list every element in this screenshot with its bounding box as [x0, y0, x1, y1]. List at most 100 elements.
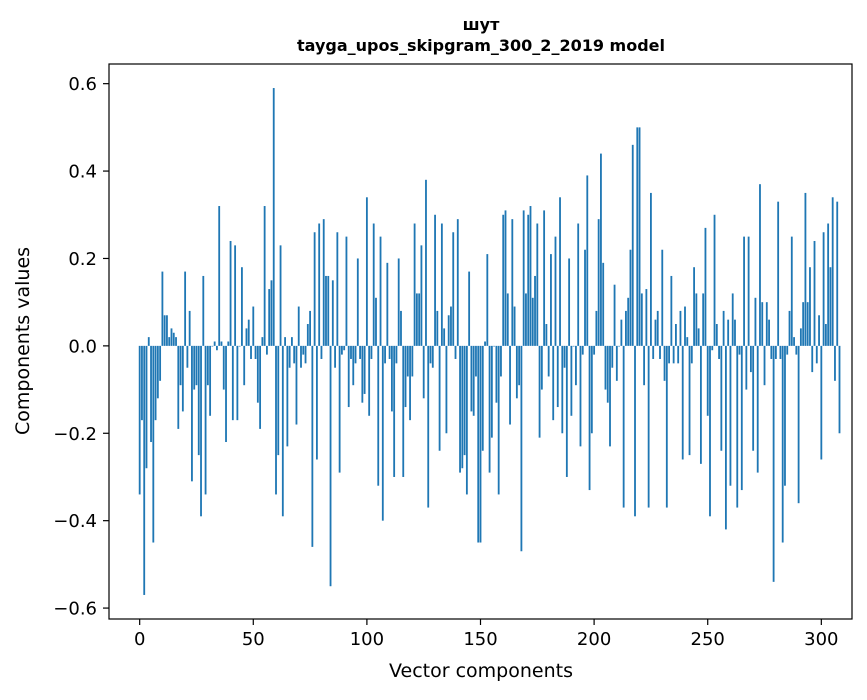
bar-119 — [409, 345, 411, 421]
bar-43 — [236, 345, 239, 421]
bar-30 — [206, 345, 209, 386]
bar-105 — [377, 345, 380, 486]
bar-51 — [254, 345, 257, 359]
bar-195 — [581, 345, 584, 355]
bar-44 — [238, 345, 241, 347]
x-tick-label: 200 — [577, 629, 611, 650]
x-axis-label: Vector components — [389, 660, 573, 682]
bar-305 — [831, 197, 834, 346]
bar-180 — [547, 345, 550, 377]
bar-139 — [454, 345, 457, 359]
bar-185 — [559, 197, 561, 346]
bar-115 — [400, 310, 402, 346]
bar-168 — [520, 345, 523, 552]
bar-248 — [702, 293, 705, 346]
bar-120 — [411, 345, 414, 377]
bar-19 — [181, 345, 184, 412]
bar-303 — [827, 223, 830, 346]
bar-113 — [395, 345, 398, 364]
bar-235 — [672, 345, 675, 364]
y-axis-ticks: −0.6 −0.4 −0.2 0.0 0.2 0.4 0.6 — [53, 74, 109, 620]
bar-267 — [745, 345, 748, 390]
bar-164 — [511, 219, 514, 346]
bar-292 — [802, 302, 805, 346]
bar-104 — [375, 297, 377, 346]
bar-12 — [166, 315, 168, 346]
bar-14 — [170, 328, 173, 346]
x-tick-label: 250 — [691, 629, 725, 650]
bar-212 — [620, 319, 623, 346]
bar-39 — [227, 341, 230, 346]
bar-40 — [229, 240, 232, 346]
bar-97 — [359, 345, 361, 359]
x-tick-label: 0 — [134, 629, 145, 650]
bar-205 — [604, 345, 607, 390]
bar-125 — [422, 345, 425, 399]
bar-230 — [661, 249, 664, 346]
bar-102 — [370, 345, 373, 359]
bar-181 — [550, 254, 552, 346]
bar-284 — [784, 345, 786, 486]
bar-271 — [754, 297, 757, 346]
bar-88 — [338, 345, 341, 473]
bar-31 — [209, 345, 212, 416]
bar-126 — [425, 179, 427, 346]
y-tick-label: −0.2 — [53, 424, 97, 445]
bar-80 — [320, 345, 323, 359]
bar-91 — [345, 236, 348, 346]
bar-231 — [663, 345, 666, 381]
bar-270 — [752, 345, 755, 451]
bar-194 — [579, 345, 582, 447]
bar-0 — [138, 345, 141, 495]
bar-206 — [606, 345, 609, 403]
bar-85 — [331, 280, 334, 346]
bar-289 — [795, 345, 798, 355]
chart-title: шут — [463, 15, 500, 34]
bar-245 — [695, 293, 698, 346]
bar-69 — [295, 345, 298, 425]
bar-142 — [461, 345, 464, 469]
bar-202 — [597, 219, 600, 346]
bar-72 — [302, 345, 305, 355]
bar-295 — [809, 267, 811, 346]
bar-84 — [329, 345, 332, 587]
bar-266 — [743, 236, 745, 346]
bar-306 — [834, 345, 836, 381]
bar-219 — [636, 127, 639, 346]
bar-275 — [763, 345, 766, 386]
bar-157 — [495, 345, 498, 403]
bar-133 — [440, 223, 443, 346]
bar-260 — [729, 345, 732, 486]
bar-74 — [306, 324, 309, 346]
bar-95 — [354, 345, 357, 364]
bar-278 — [770, 345, 773, 359]
bar-304 — [829, 267, 832, 346]
bar-211 — [618, 345, 621, 347]
bar-177 — [540, 345, 543, 390]
bar-73 — [304, 345, 307, 364]
bar-21 — [186, 345, 189, 368]
bar-225 — [650, 192, 652, 346]
bar-259 — [727, 319, 730, 346]
bar-169 — [522, 210, 525, 346]
y-tick-label: 0.6 — [68, 74, 97, 95]
bar-121 — [413, 223, 416, 346]
y-tick-label: 0.0 — [68, 336, 97, 357]
bar-178 — [543, 210, 546, 346]
bar-173 — [531, 297, 534, 346]
bar-151 — [481, 345, 484, 451]
bar-64 — [284, 337, 286, 346]
bar-220 — [638, 127, 641, 346]
bar-262 — [734, 319, 736, 346]
bar-291 — [799, 328, 802, 346]
bar-122 — [415, 293, 418, 346]
bar-208 — [611, 345, 614, 368]
bar-296 — [811, 345, 814, 373]
bar-283 — [781, 345, 784, 543]
bar-81 — [322, 219, 325, 346]
bar-66 — [288, 345, 291, 368]
bar-87 — [336, 232, 339, 346]
chart-subtitle: tayga_upos_skipgram_300_2_2019 model — [297, 36, 665, 55]
bar-222 — [643, 345, 646, 386]
